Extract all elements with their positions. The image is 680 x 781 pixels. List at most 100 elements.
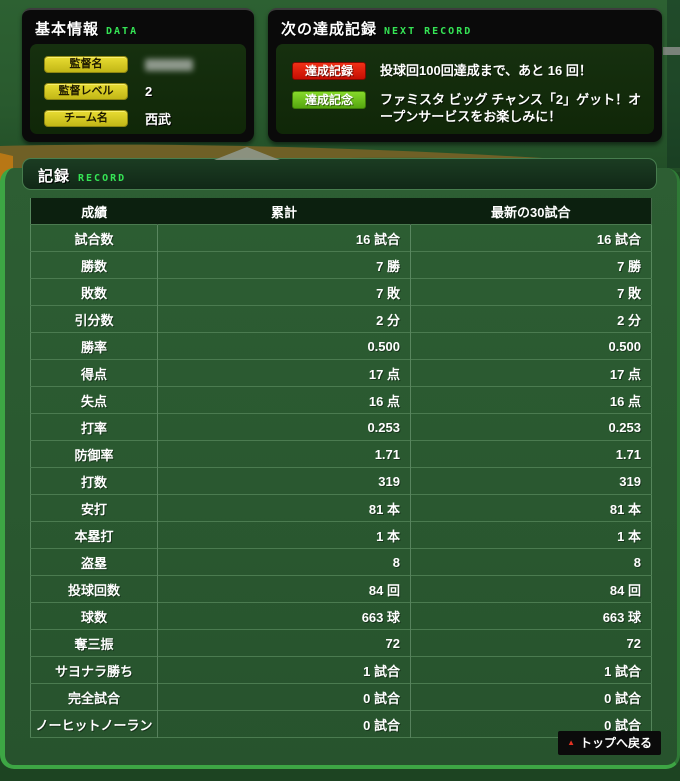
row-total-value: 0 試合 <box>157 710 411 738</box>
row-label: 奪三振 <box>74 636 114 652</box>
row-label: ノーヒットノーラン <box>35 717 153 733</box>
table-row: 球数 663 球 663 球 <box>30 602 652 630</box>
table-row: 引分数 2 分 2 分 <box>30 305 652 333</box>
row-total-value: 17 点 <box>157 359 411 387</box>
table-row: 打率 0.253 0.253 <box>30 413 652 441</box>
row-label: 打率 <box>80 420 107 436</box>
row-total-value: 81 本 <box>157 494 411 522</box>
row-total-value: 1 試合 <box>157 656 411 684</box>
achievement-record-item: 達成記録 投球回100回達成まで、あと 16 回！ <box>292 62 654 80</box>
row-total-value: 1.71 <box>157 440 411 468</box>
table-row: 本塁打 1 本 1 本 <box>30 521 652 549</box>
row-recent-value: 16 点 <box>410 386 652 414</box>
row-label: 得点 <box>80 366 107 382</box>
row-recent-value: 81 本 <box>410 494 652 522</box>
row-recent-value: 7 勝 <box>410 251 652 279</box>
row-total-value: 7 勝 <box>157 251 411 279</box>
record-table-body: 試合数 16 試合 16 試合 勝数 7 勝 7 勝 敗数 7 敗 7 敗 引分… <box>30 224 652 738</box>
row-label: 敗数 <box>80 285 107 301</box>
row-label: 本塁打 <box>74 528 114 544</box>
record-title: 記録 <box>38 168 71 185</box>
row-label: 完全試合 <box>67 690 120 706</box>
record-panel: 成績 累計 最新の30試合 試合数 16 試合 16 試合 勝数 7 勝 7 勝… <box>0 168 680 769</box>
team-name-badge: チーム名 <box>44 110 128 127</box>
row-recent-value: 7 敗 <box>410 278 652 306</box>
basic-info-body: 監督名 監督レベル 2 チーム名 西武 <box>30 44 246 134</box>
row-label: 勝率 <box>80 339 107 355</box>
row-recent-value: 0.253 <box>410 413 652 441</box>
record-subtitle: RECORD <box>78 173 127 184</box>
back-to-top-label: トップへ戻る <box>579 736 652 750</box>
table-row: 防御率 1.71 1.71 <box>30 440 652 468</box>
row-recent-value: 663 球 <box>410 602 652 630</box>
column-header-recent: 最新の30試合 <box>410 198 652 225</box>
table-row: 得点 17 点 17 点 <box>30 359 652 387</box>
manager-level-value: 2 <box>145 84 153 99</box>
achievement-memorial-badge: 達成記念 <box>292 91 366 109</box>
row-total-value: 7 敗 <box>157 278 411 306</box>
row-recent-value: 1 試合 <box>410 656 652 684</box>
table-row: 投球回数 84 回 84 回 <box>30 575 652 603</box>
table-row: 盗塁 8 8 <box>30 548 652 576</box>
next-record-header: 次の達成記録 NEXT RECORD <box>268 10 662 39</box>
basic-info-title: 基本情報 <box>35 21 100 38</box>
row-total-value: 2 分 <box>157 305 411 333</box>
table-row: 敗数 7 敗 7 敗 <box>30 278 652 306</box>
team-name-row: チーム名 西武 <box>44 110 246 127</box>
up-arrow-icon: ▲ <box>567 737 575 747</box>
achievement-memorial-text: ファミスタ ビッグ チャンス「2」ゲット！オープンサービスをお楽しみに！ <box>380 92 642 124</box>
pitcher-mound-shape <box>214 147 280 160</box>
manager-name-masked <box>145 58 193 71</box>
row-total-value: 16 点 <box>157 386 411 414</box>
row-recent-value: 16 試合 <box>410 224 652 252</box>
row-label: 盗塁 <box>80 555 107 571</box>
row-recent-value: 84 回 <box>410 575 652 603</box>
record-section-titlebar: 記録 RECORD <box>22 158 657 190</box>
basic-info-subtitle: DATA <box>106 26 139 37</box>
row-recent-value: 0 試合 <box>410 683 652 711</box>
table-row: サヨナラ勝ち 1 試合 1 試合 <box>30 656 652 684</box>
row-total-value: 0.500 <box>157 332 411 360</box>
row-total-value: 319 <box>157 467 411 495</box>
table-row: 勝率 0.500 0.500 <box>30 332 652 360</box>
row-label: 打数 <box>80 474 107 490</box>
manager-name-badge: 監督名 <box>44 56 128 73</box>
row-recent-value: 8 <box>410 548 652 576</box>
row-recent-value: 72 <box>410 629 652 657</box>
table-row: 打数 319 319 <box>30 467 652 495</box>
row-recent-value: 1.71 <box>410 440 652 468</box>
back-to-top-button[interactable]: ▲ トップへ戻る <box>558 731 661 755</box>
row-label: 防御率 <box>74 447 114 463</box>
background-shade-right <box>667 0 680 168</box>
row-total-value: 0.253 <box>157 413 411 441</box>
row-total-value: 84 回 <box>157 575 411 603</box>
row-total-value: 663 球 <box>157 602 411 630</box>
row-label: 投球回数 <box>67 582 120 598</box>
next-record-body: 達成記録 投球回100回達成まで、あと 16 回！ 達成記念 ファミスタ ビッグ… <box>276 44 654 134</box>
achievement-memorial-item: 達成記念 ファミスタ ビッグ チャンス「2」ゲット！オープンサービスをお楽しみに… <box>292 91 654 125</box>
manager-level-badge: 監督レベル <box>44 83 128 100</box>
row-label: 試合数 <box>74 231 114 247</box>
table-row: 勝数 7 勝 7 勝 <box>30 251 652 279</box>
table-row: 失点 16 点 16 点 <box>30 386 652 414</box>
row-label: 引分数 <box>74 312 114 328</box>
table-header-row: 成績 累計 最新の30試合 <box>30 198 652 225</box>
row-recent-value: 17 点 <box>410 359 652 387</box>
basic-info-header: 基本情報 DATA <box>22 10 254 39</box>
column-header-total: 累計 <box>157 198 411 225</box>
row-recent-value: 1 本 <box>410 521 652 549</box>
row-label: 安打 <box>80 501 107 517</box>
record-table: 成績 累計 最新の30試合 試合数 16 試合 16 試合 勝数 7 勝 7 勝… <box>30 198 652 738</box>
row-total-value: 1 本 <box>157 521 411 549</box>
next-record-panel: 次の達成記録 NEXT RECORD 達成記録 投球回100回達成まで、あと 1… <box>268 8 662 142</box>
table-row: 奪三振 72 72 <box>30 629 652 657</box>
row-label: サヨナラ勝ち <box>54 663 133 679</box>
achievement-record-text: 投球回100回達成まで、あと 16 回！ <box>380 63 592 78</box>
row-label: 勝数 <box>80 258 107 274</box>
next-record-title: 次の達成記録 <box>281 21 378 38</box>
row-total-value: 72 <box>157 629 411 657</box>
next-record-items: 達成記録 投球回100回達成まで、あと 16 回！ 達成記念 ファミスタ ビッグ… <box>276 44 654 125</box>
background-wall-detail <box>663 47 680 55</box>
basic-info-panel: 基本情報 DATA 監督名 監督レベル 2 チーム名 西武 <box>22 8 254 142</box>
column-header-stat: 成績 <box>30 198 158 225</box>
